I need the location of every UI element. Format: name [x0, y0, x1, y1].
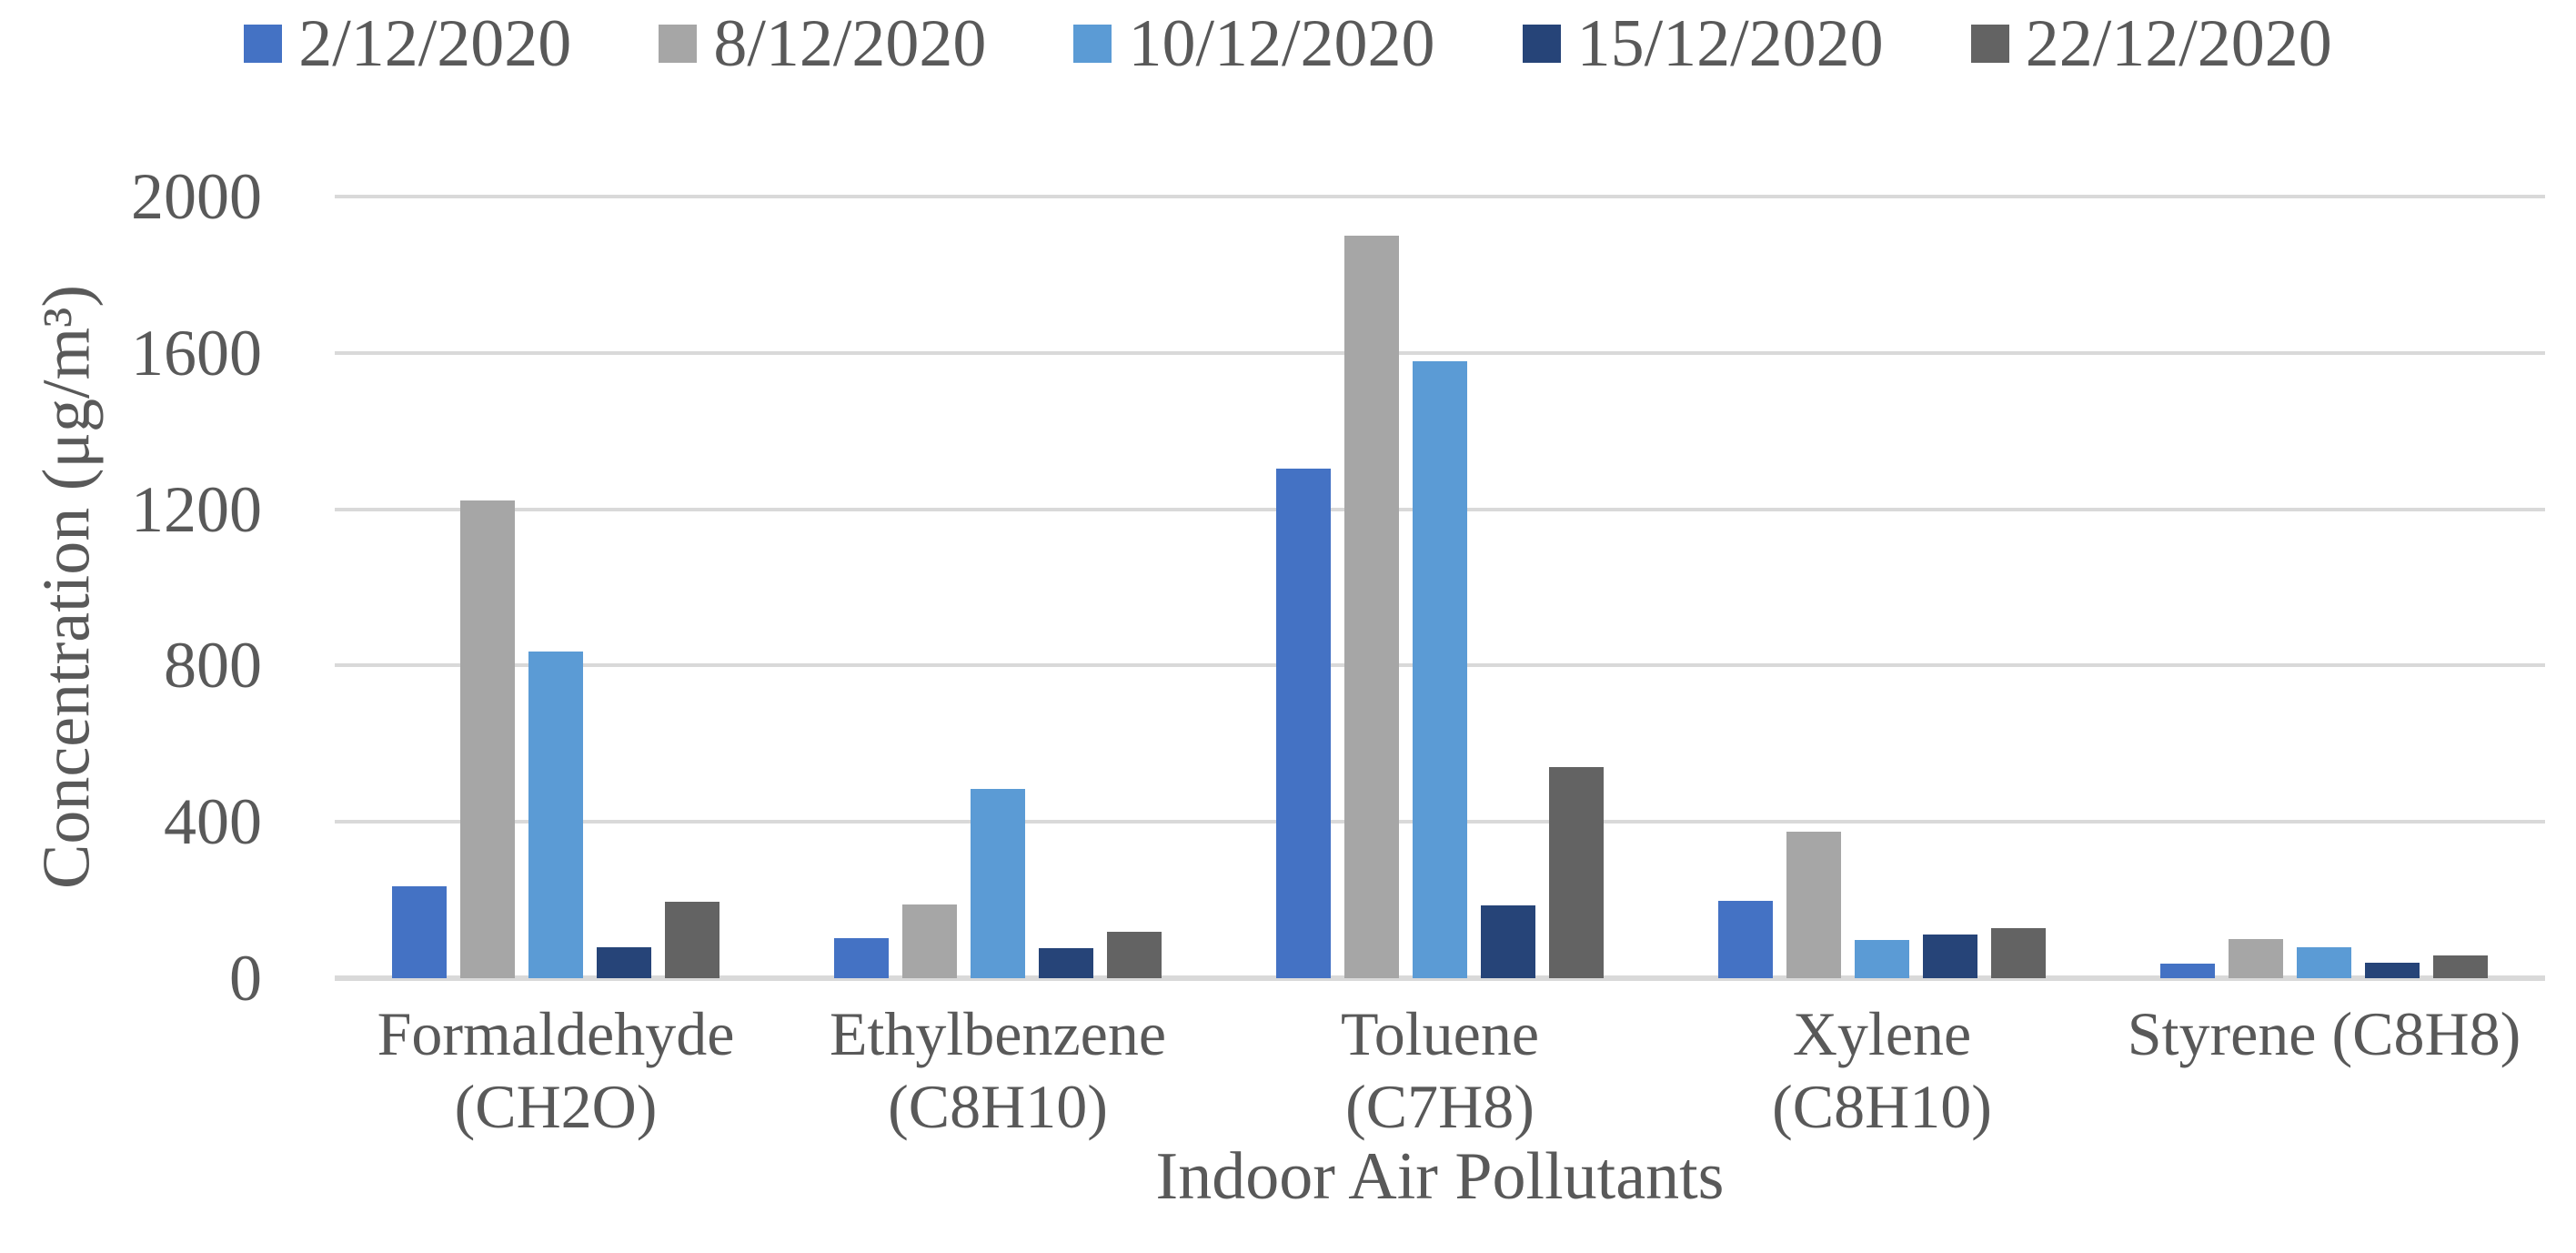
bar-group-toluene-c7h8 — [1219, 197, 1661, 978]
y-tick-label-1200: 1200 — [131, 472, 262, 546]
bar-15-12-2020-formaldehyde-ch2o — [597, 946, 651, 978]
x-axis-line — [335, 975, 2545, 981]
bar-22-12-2020-formaldehyde-ch2o — [665, 901, 719, 978]
bar-10-12-2020-styrene-c8h8 — [2297, 947, 2351, 978]
bar-2-12-2020-toluene-c7h8 — [1276, 468, 1331, 978]
bar-group-formaldehyde-ch2o — [335, 197, 777, 978]
x-axis-category-labels: Formaldehyde (CH2O) Ethylbenzene (C8H10) T… — [335, 997, 2545, 1143]
legend-item-22-12-2020: 22/12/2020 — [1970, 6, 2332, 81]
bar-2-12-2020-formaldehyde-ch2o — [392, 886, 447, 978]
legend-label: 2/12/2020 — [298, 6, 572, 81]
bar-8-12-2020-styrene-c8h8 — [2229, 938, 2283, 978]
bar-10-12-2020-xylene-c8h10 — [1855, 940, 1909, 978]
bar-22-12-2020-toluene-c7h8 — [1549, 767, 1604, 978]
bar-2-12-2020-xylene-c8h10 — [1718, 901, 1773, 978]
legend-item-10-12-2020: 10/12/2020 — [1073, 6, 1435, 81]
bar-8-12-2020-ethylbenzene-c8h10 — [902, 904, 957, 978]
legend-item-15-12-2020: 15/12/2020 — [1522, 6, 1884, 81]
bar-8-12-2020-formaldehyde-ch2o — [460, 500, 515, 978]
legend-label: 15/12/2020 — [1576, 6, 1884, 81]
y-tick-label-800: 800 — [164, 629, 262, 702]
bar-10-12-2020-formaldehyde-ch2o — [528, 652, 583, 978]
category-label-xylene-c8h10: Xylene (C8H10) — [1772, 999, 1992, 1142]
bar-group-styrene-c8h8 — [2103, 197, 2545, 978]
legend-swatch-icon — [1073, 25, 1112, 63]
bar-group-xylene-c8h10 — [1661, 197, 2103, 978]
bar-22-12-2020-styrene-c8h8 — [2433, 955, 2488, 978]
bar-22-12-2020-xylene-c8h10 — [1991, 928, 2046, 978]
legend-label: 8/12/2020 — [713, 6, 987, 81]
legend-item-8-12-2020: 8/12/2020 — [659, 10, 986, 77]
category-label-formaldehyde-ch2o: Formaldehyde (CH2O) — [377, 999, 735, 1142]
legend-label: 10/12/2020 — [1128, 6, 1435, 81]
bar-2-12-2020-styrene-c8h8 — [2160, 963, 2215, 978]
y-tick-label-1600: 1600 — [131, 316, 262, 389]
legend-swatch-icon — [1970, 25, 2009, 63]
category-label-styrene-c8h8: Styrene (C8H8) — [2127, 999, 2521, 1068]
chart-legend: 2/12/2020 8/12/2020 10/12/2020 15/12/2020 22… — [0, 2, 2576, 86]
bar-15-12-2020-toluene-c7h8 — [1481, 905, 1535, 978]
bar-15-12-2020-ethylbenzene-c8h10 — [1039, 947, 1093, 978]
gridline-2000 — [335, 195, 2545, 198]
bar-group-ethylbenzene-c8h10 — [777, 197, 1219, 978]
legend-swatch-icon — [244, 25, 283, 63]
legend-swatch-icon — [659, 25, 698, 63]
y-tick-label-400: 400 — [164, 785, 262, 859]
bar-15-12-2020-xylene-c8h10 — [1923, 935, 1977, 978]
category-label-toluene-c7h8: Toluene (C7H8) — [1340, 999, 1540, 1142]
bar-groups — [335, 197, 2545, 978]
y-tick-label-0: 0 — [229, 942, 262, 1015]
legend-item-2-12-2020: 2/12/2020 — [244, 10, 571, 77]
bar-10-12-2020-ethylbenzene-c8h10 — [971, 789, 1025, 978]
legend-label: 22/12/2020 — [2025, 6, 2332, 81]
plot-area: 0 400 800 1200 1600 2000 — [131, 164, 2545, 1011]
bar-10-12-2020-toluene-c7h8 — [1413, 361, 1467, 978]
bar-8-12-2020-xylene-c8h10 — [1786, 831, 1841, 978]
bar-2-12-2020-ethylbenzene-c8h10 — [834, 937, 889, 978]
bar-22-12-2020-ethylbenzene-c8h10 — [1107, 932, 1162, 978]
y-axis-title: Concentration (μg/m³) — [29, 285, 105, 889]
y-tick-label-2000: 2000 — [131, 160, 262, 233]
legend-swatch-icon — [1522, 25, 1561, 63]
bar-8-12-2020-toluene-c7h8 — [1344, 235, 1399, 978]
bar-15-12-2020-styrene-c8h8 — [2365, 962, 2420, 978]
gridline-1600 — [335, 350, 2545, 355]
x-axis-title: Indoor Air Pollutants — [1155, 1139, 1725, 1214]
category-label-ethylbenzene-c8h10: Ethylbenzene (C8H10) — [829, 999, 1167, 1142]
